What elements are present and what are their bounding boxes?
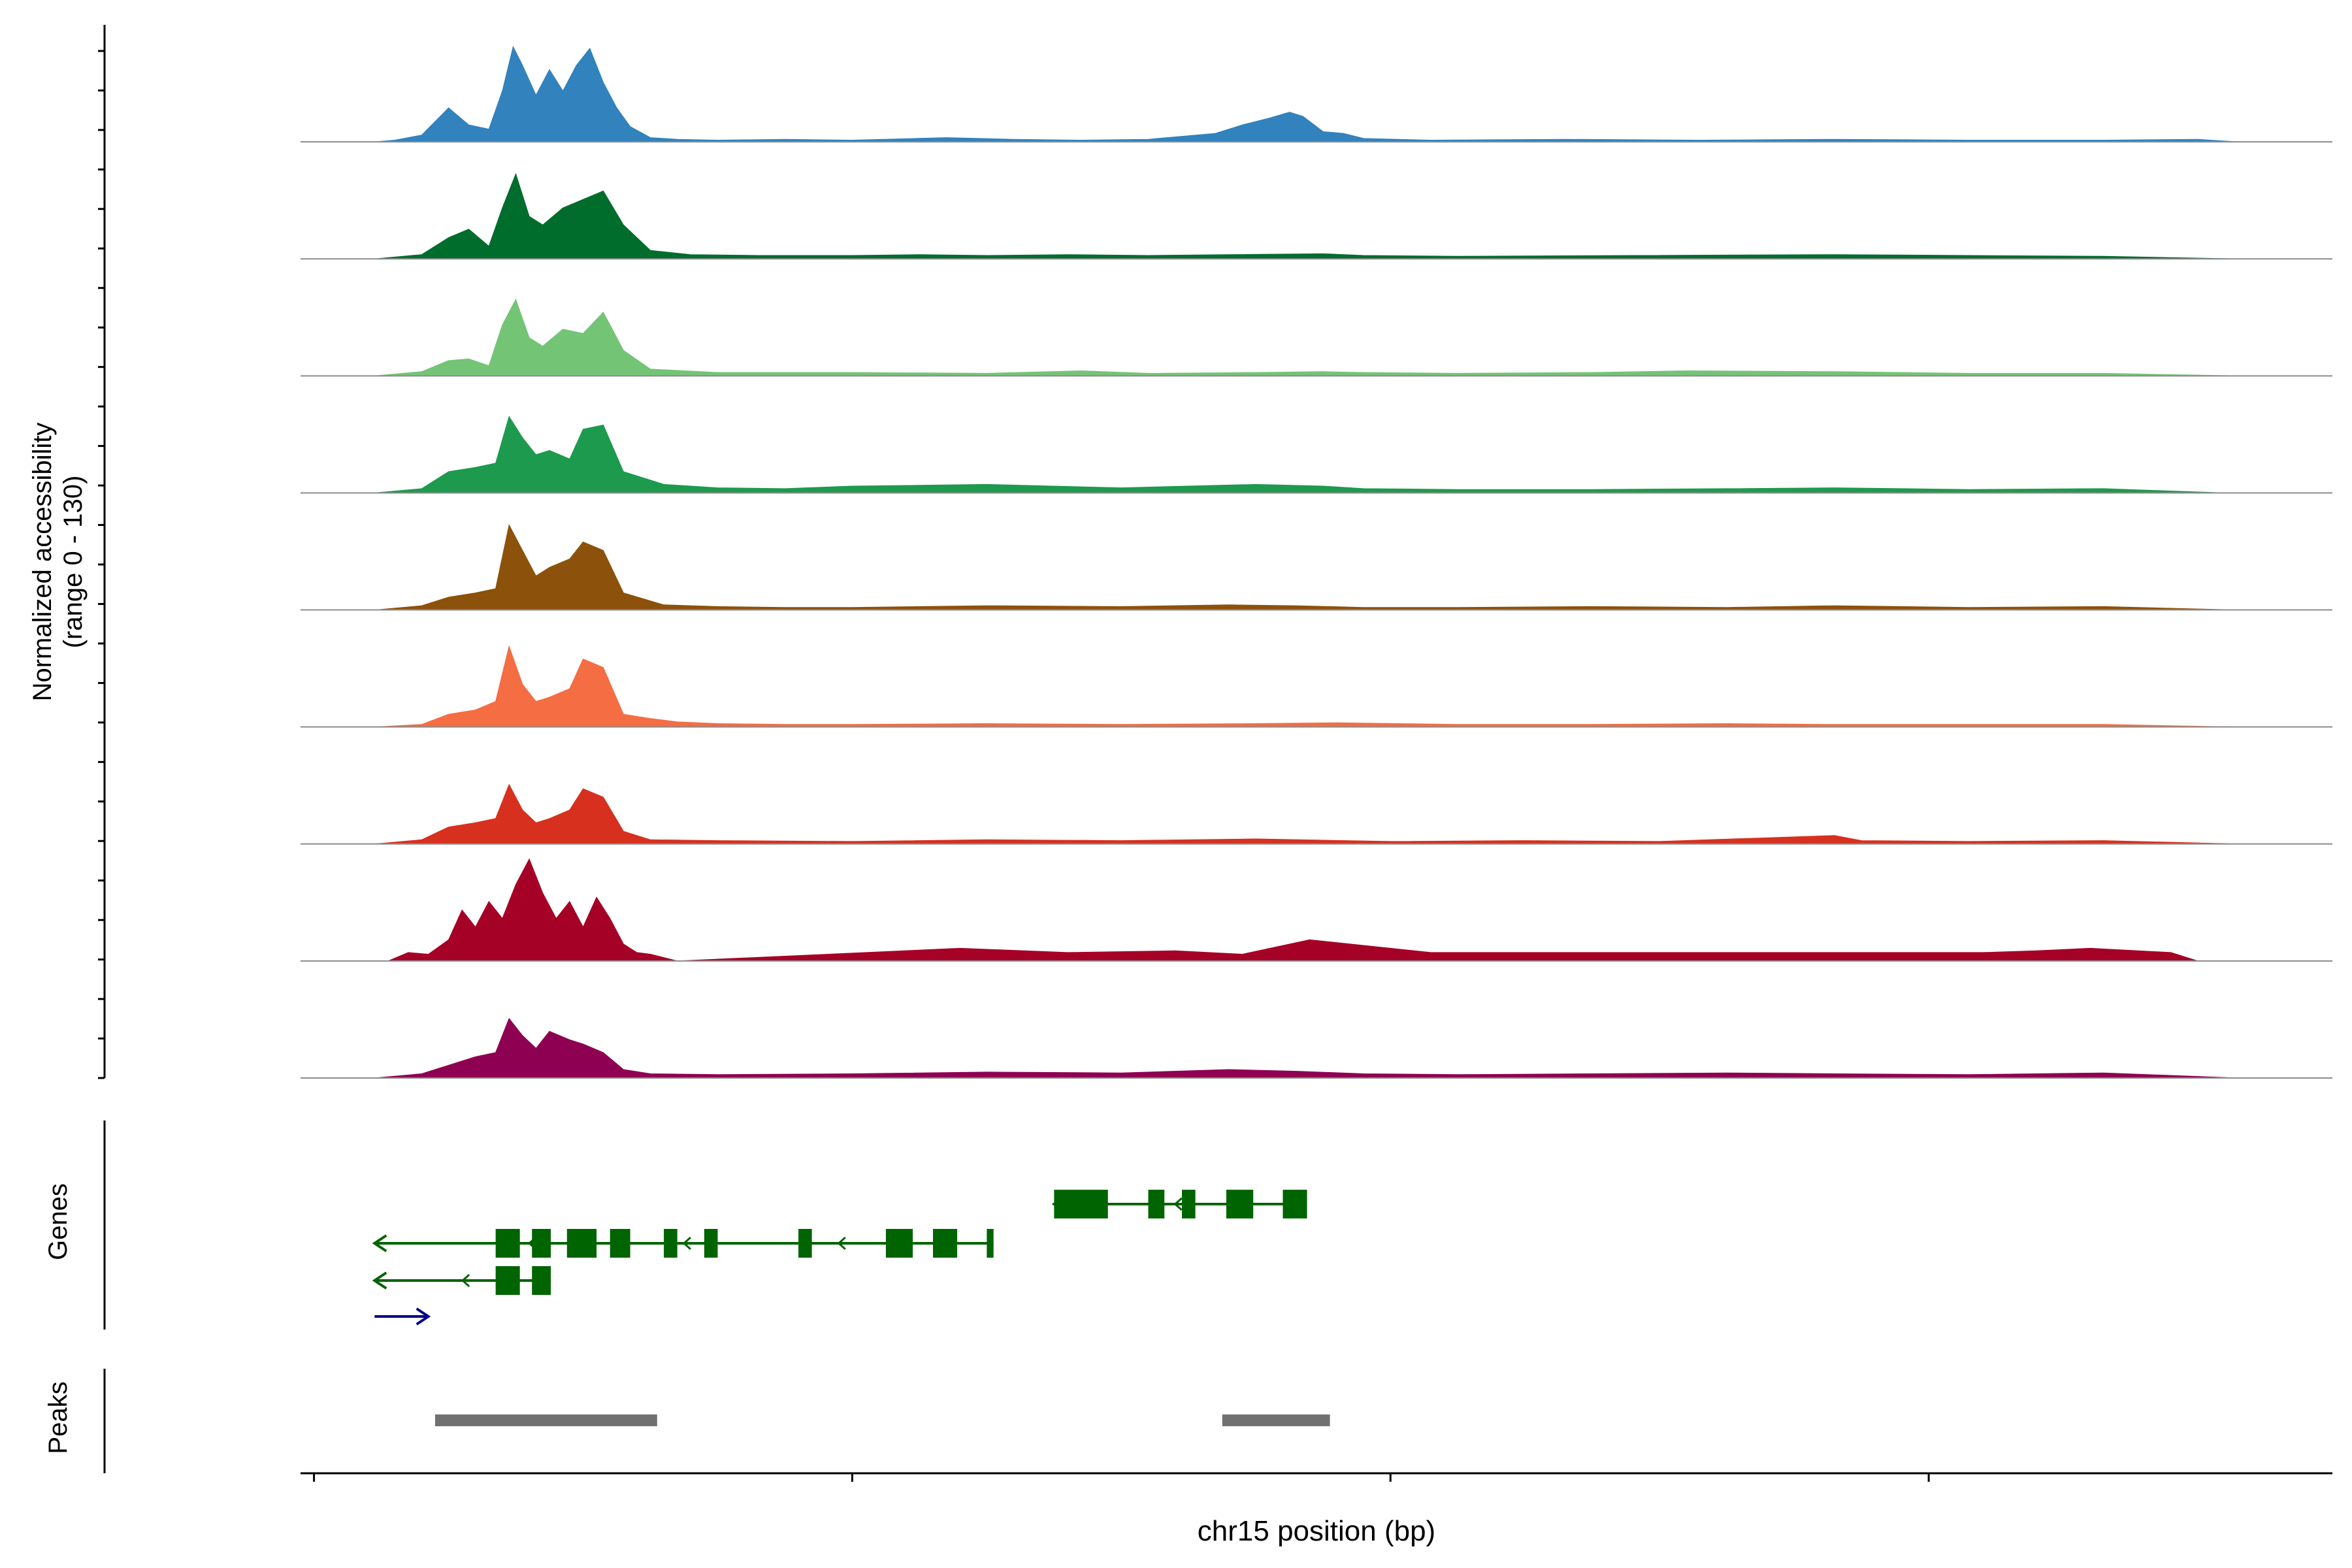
track-8-pre-adipocyte	[301, 858, 2332, 962]
exon-tymp	[798, 1229, 812, 1258]
exon-odf3b	[1148, 1190, 1165, 1218]
exon-tymp	[566, 1229, 597, 1258]
track-0-rf	[301, 645, 2332, 728]
track-7-fascia	[301, 1017, 2332, 1079]
strand-chevron-icon	[837, 1236, 846, 1250]
strand-chevron-icon	[682, 1236, 691, 1250]
exon-tymp	[704, 1229, 718, 1258]
peaks-axis-title: Peaks	[44, 1381, 73, 1454]
strand-chevron-icon	[1173, 1197, 1183, 1211]
exon-odf3b	[1054, 1190, 1108, 1218]
exon-tymp	[495, 1229, 520, 1258]
track-4-rf	[301, 783, 2332, 845]
track-2-div-fibro	[301, 524, 2332, 611]
coverage-area-0-rf	[374, 645, 2238, 728]
track-5-dp	[301, 45, 2332, 143]
peak-region	[434, 1414, 657, 1426]
coverage-area-3-pf	[374, 172, 2238, 259]
exon-tymp	[987, 1229, 994, 1258]
coverage-area-4-rf	[374, 783, 2238, 845]
track-1-pf	[301, 299, 2332, 377]
exon-sco2	[495, 1266, 520, 1295]
coverage-area-5-dp	[374, 45, 2238, 142]
peak-region	[1222, 1414, 1330, 1426]
exon-sco2	[532, 1266, 551, 1295]
strand-chevron-icon	[461, 1273, 470, 1288]
exon-tymp	[664, 1229, 678, 1258]
coverage-area-2-div-fibro	[374, 524, 2238, 611]
tracks-layer	[301, 45, 2332, 1079]
coverage-area-8-pre-adipocyte	[387, 858, 2198, 962]
track-6-pf	[301, 416, 2332, 494]
gene-ncaph2	[374, 1307, 431, 1326]
genes-layer	[372, 1190, 1307, 1326]
coverage-area-7-fascia	[374, 1017, 2238, 1079]
coverage-area-6-pf	[374, 416, 2225, 493]
genes-axis-title: Genes	[44, 1183, 73, 1260]
track-3-pf	[301, 172, 2332, 260]
strand-arrow-icon	[416, 1307, 431, 1326]
exon-odf3b	[1282, 1190, 1307, 1218]
exon-tymp	[610, 1229, 630, 1258]
gene-tymp	[372, 1229, 994, 1258]
exon-odf3b	[1182, 1190, 1196, 1218]
coverage-area-1-pf	[374, 299, 2238, 376]
exon-tymp	[532, 1229, 551, 1258]
exon-tymp	[933, 1229, 958, 1258]
peaks-layer	[434, 1414, 1330, 1426]
strand-arrow-icon	[372, 1271, 387, 1290]
exon-tymp	[885, 1229, 913, 1258]
y-axis-title-line2: (range 0 - 130)	[59, 476, 88, 649]
gene-sco2	[372, 1266, 551, 1295]
y-axis-title-line1: Normalized accessibility	[28, 423, 57, 702]
gene-odf3b	[1051, 1190, 1307, 1218]
strand-arrow-icon	[372, 1234, 387, 1252]
axes-layer	[98, 25, 2332, 1482]
x-axis-title: chr15 position (bp)	[1198, 1515, 1435, 1547]
exon-odf3b	[1226, 1190, 1254, 1218]
